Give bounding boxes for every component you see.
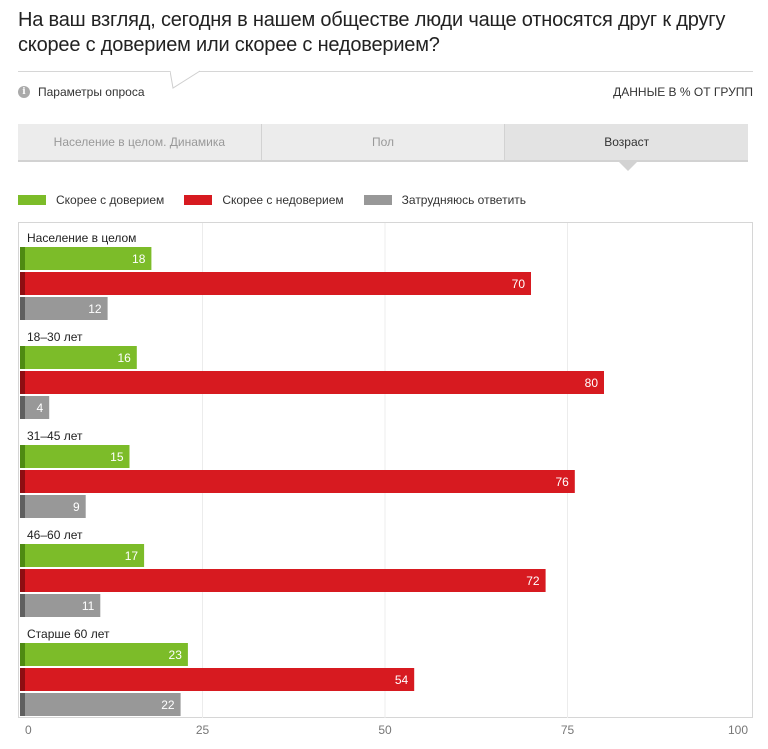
category-label: Старше 60 лет: [27, 627, 110, 641]
category-label: 18–30 лет: [27, 330, 83, 344]
data-note: ДАННЫЕ В % ОТ ГРУПП: [613, 85, 753, 99]
tab-bar: Население в целом. Динамика Пол Возраст: [18, 124, 749, 162]
bar-undecided: [20, 693, 181, 716]
tab-population-dynamics[interactable]: Население в целом. Динамика: [18, 124, 262, 160]
bar-value-label: 11: [82, 599, 95, 613]
bar-edge-distrust: [20, 371, 25, 394]
x-tick-label: 50: [378, 723, 392, 737]
category-label: 31–45 лет: [27, 429, 83, 443]
bar-trust: [20, 247, 152, 270]
bar-value-label: 17: [125, 549, 139, 563]
bar-trust: [20, 346, 137, 369]
bar-edge-undecided: [20, 297, 25, 320]
bar-value-label: 70: [512, 277, 526, 291]
bar-value-label: 15: [110, 450, 124, 464]
bar-value-label: 72: [526, 574, 540, 588]
bar-edge-trust: [20, 247, 25, 270]
bar-trust: [20, 445, 130, 468]
bar-distrust: [20, 470, 575, 493]
bar-edge-trust: [20, 643, 25, 666]
bar-value-label: 12: [88, 302, 102, 316]
bar-undecided: [20, 495, 86, 518]
bar-edge-undecided: [20, 693, 25, 716]
legend-label-trust: Скорее с доверием: [56, 193, 165, 207]
bar-value-label: 76: [555, 475, 569, 489]
legend-item-undecided[interactable]: Затрудняюсь ответить: [363, 193, 527, 207]
bar-value-label: 54: [395, 673, 409, 687]
legend-item-distrust[interactable]: Скорее с недоверием: [184, 193, 344, 207]
survey-params-toggle[interactable]: i Параметры опроса: [18, 84, 145, 100]
bar-edge-undecided: [20, 594, 25, 617]
bar-edge-distrust: [20, 668, 25, 691]
bar-undecided: [20, 396, 50, 419]
x-tick-label: 100: [728, 723, 748, 737]
bar-value-label: 80: [585, 376, 599, 390]
bar-chart: Население в целом 18 70 12 18–30 лет 16 80 4 31–…: [20, 223, 748, 737]
bar-edge-distrust: [20, 470, 25, 493]
bar-edge-trust: [20, 445, 25, 468]
bar-distrust: [20, 668, 415, 691]
chart-title: На ваш взгляд, сегодня в нашем обществе …: [18, 9, 726, 56]
chart-area: Население в целом 18 70 12 18–30 лет 16 80 4 31–…: [18, 222, 753, 737]
bar-edge-distrust: [20, 272, 25, 295]
params-divider: [18, 71, 753, 72]
bar-edge-undecided: [20, 495, 25, 518]
x-tick-label: 0: [25, 723, 32, 737]
bar-edge-distrust: [20, 569, 25, 592]
bar-edge-undecided: [20, 396, 25, 419]
bar-distrust: [20, 569, 546, 592]
chart-legend: Скорее с доверием Скорее с недоверием За…: [18, 192, 546, 208]
legend-label-distrust: Скорее с недоверием: [222, 193, 344, 207]
bar-value-label: 9: [73, 500, 80, 514]
active-tab-pointer: [619, 162, 637, 171]
category-label: Население в целом: [27, 231, 136, 245]
bar-distrust: [20, 272, 531, 295]
params-notch: [170, 70, 201, 89]
bar-value-label: 4: [37, 401, 44, 415]
bar-undecided: [20, 594, 101, 617]
survey-params-label: Параметры опроса: [38, 85, 145, 99]
tab-age[interactable]: Возраст: [505, 124, 749, 160]
bar-value-label: 22: [161, 698, 175, 712]
legend-swatch-distrust: [184, 195, 213, 205]
category-label: 46–60 лет: [27, 528, 83, 542]
bar-trust: [20, 643, 188, 666]
legend-label-undecided: Затрудняюсь ответить: [401, 193, 527, 207]
tab-gender[interactable]: Пол: [262, 124, 506, 160]
x-tick-label: 25: [196, 723, 210, 737]
bar-value-label: 16: [117, 351, 131, 365]
bar-edge-trust: [20, 544, 25, 567]
bar-undecided: [20, 297, 108, 320]
legend-swatch-trust: [18, 195, 46, 205]
x-tick-label: 75: [561, 723, 575, 737]
legend-item-trust[interactable]: Скорее с доверием: [18, 193, 164, 207]
bar-value-label: 23: [169, 648, 183, 662]
bar-edge-trust: [20, 346, 25, 369]
legend-swatch-undecided: [363, 195, 392, 205]
bar-distrust: [20, 371, 604, 394]
bar-value-label: 18: [132, 252, 146, 266]
bar-trust: [20, 544, 145, 567]
info-icon: i: [18, 86, 30, 98]
